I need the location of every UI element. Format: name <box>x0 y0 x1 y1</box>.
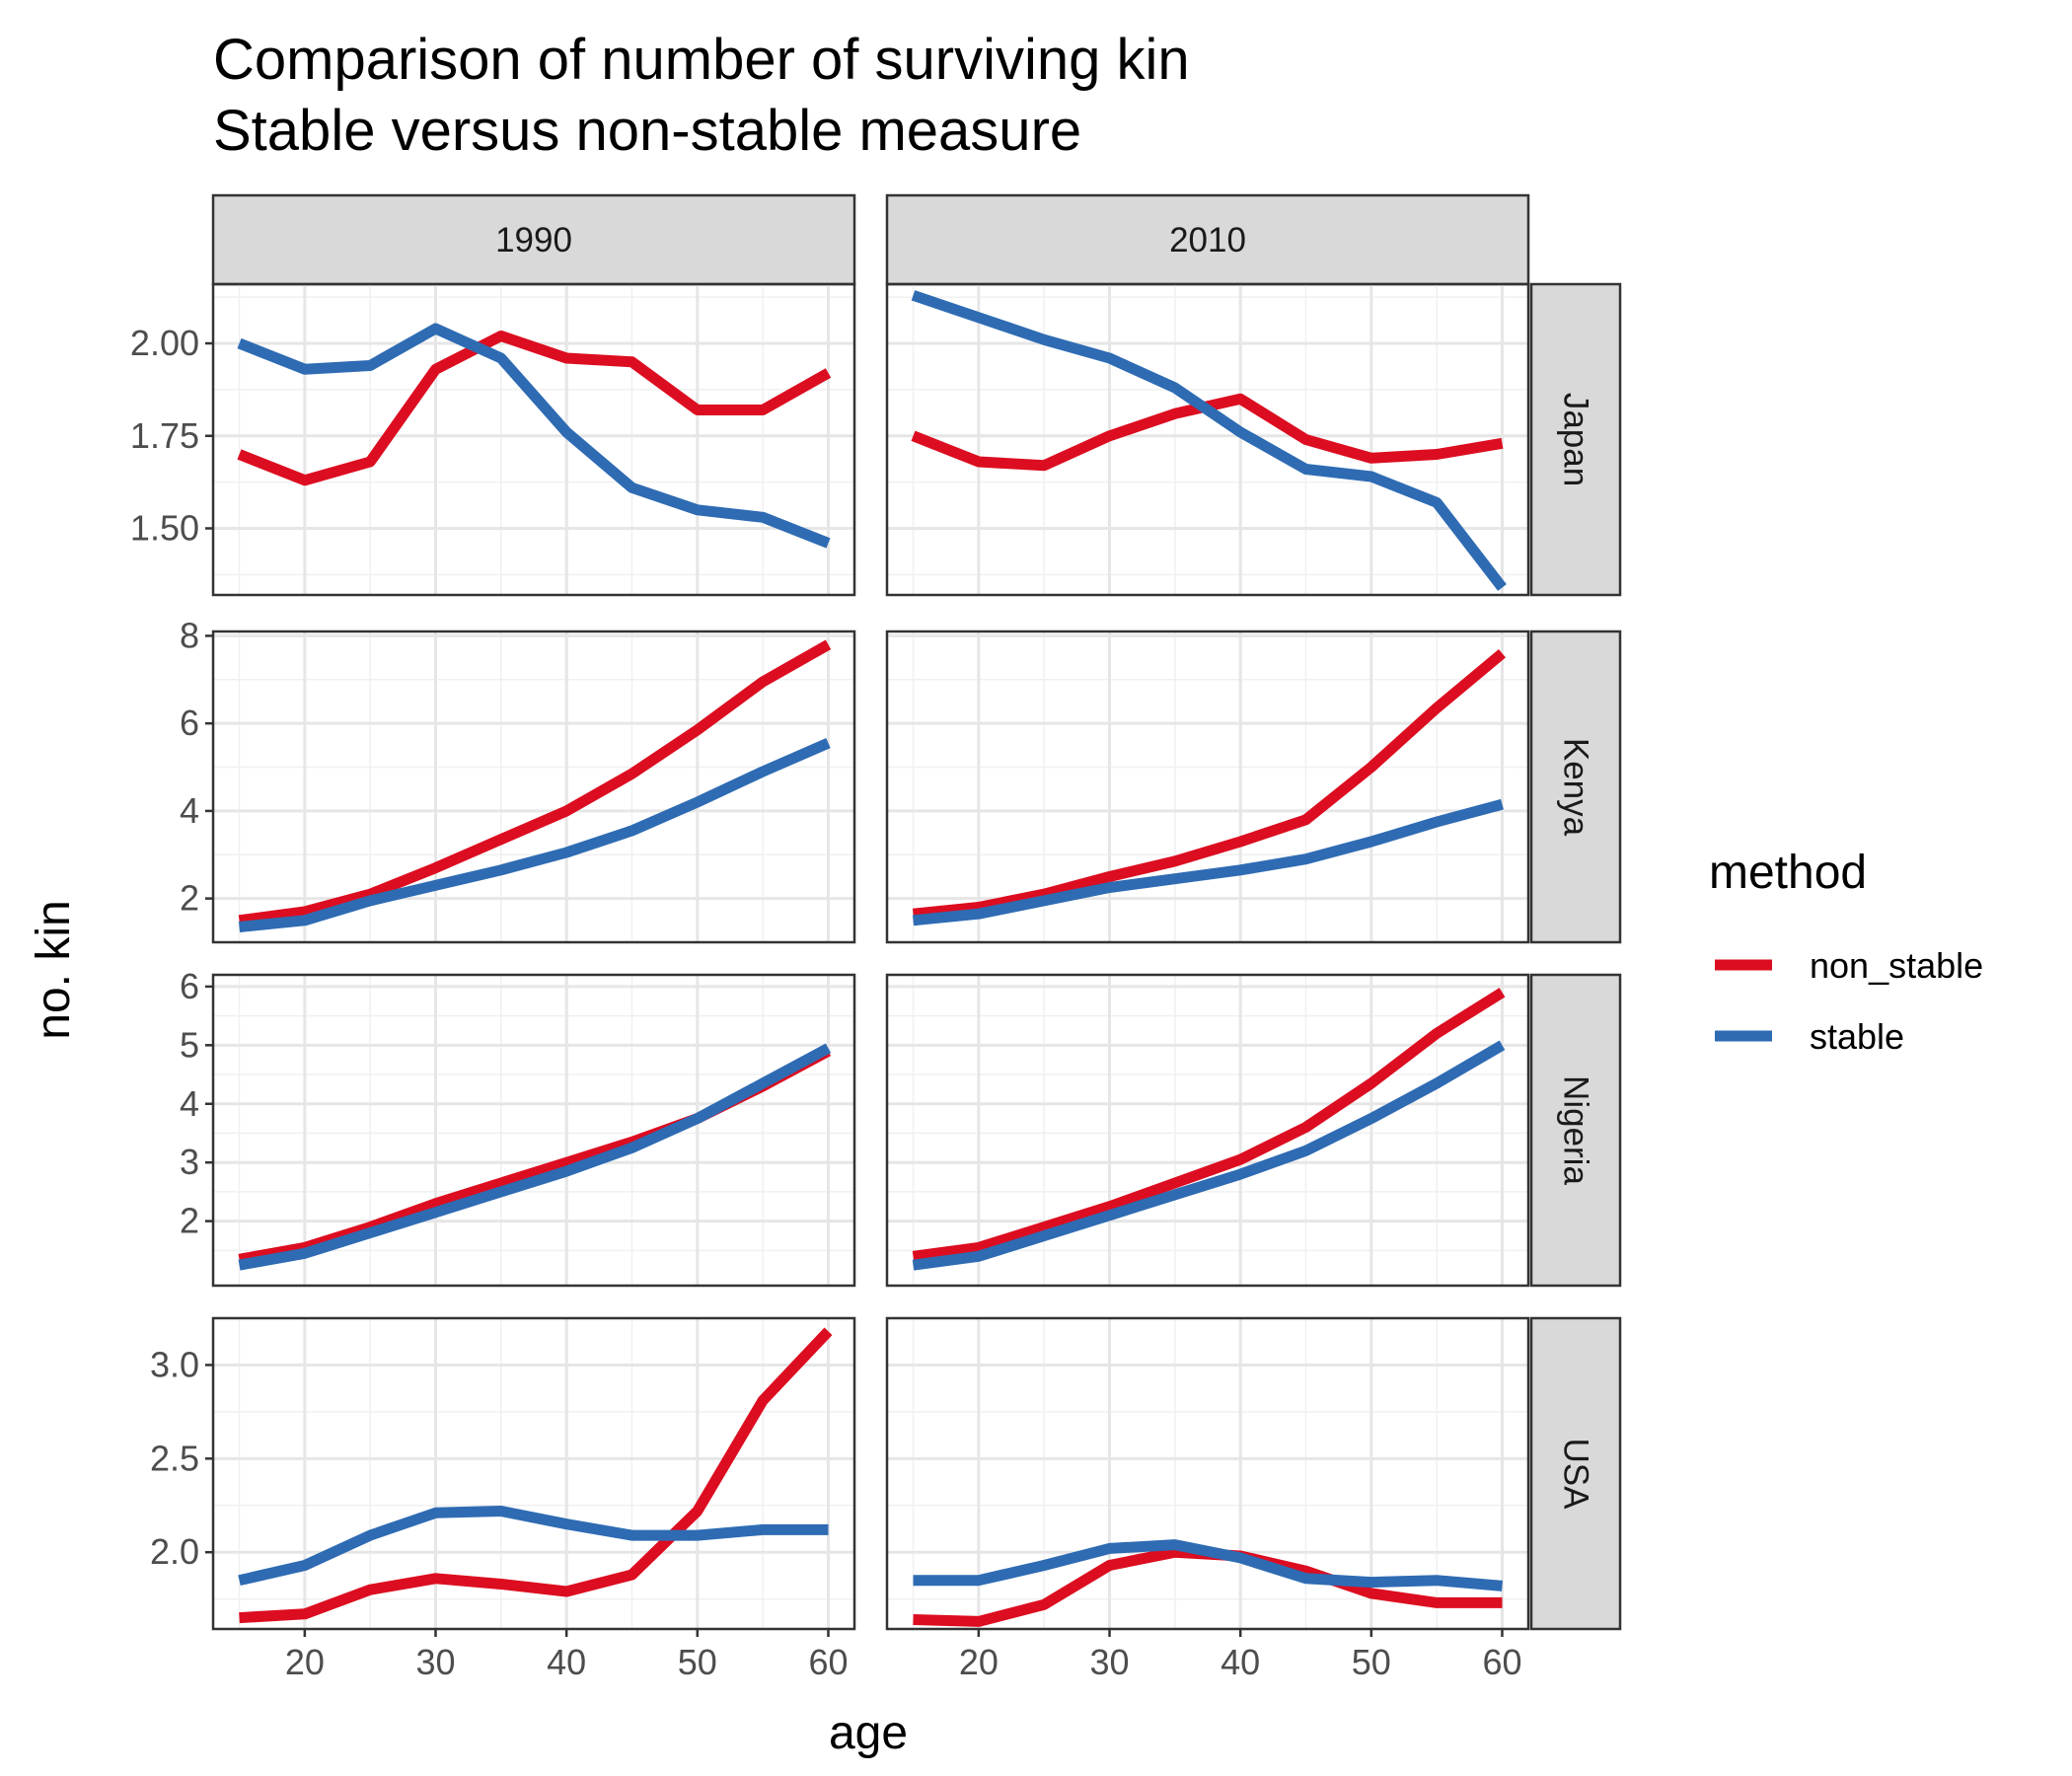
series-line-non-stable <box>239 1327 833 1624</box>
series-line-stable <box>237 323 831 549</box>
row-strip-usa <box>1529 1316 1622 1631</box>
y-tick-label: 5 <box>180 1024 199 1065</box>
row-strip-kenya <box>1529 629 1622 944</box>
row-strip-label: USA <box>1557 1439 1595 1511</box>
panel-border <box>885 282 1530 597</box>
series-line-stable <box>238 1043 832 1271</box>
y-tick-label: 4 <box>180 1083 199 1124</box>
y-tick-label: 6 <box>180 966 199 1006</box>
x-tick-label: 40 <box>1221 1642 1260 1682</box>
x-tick-label: 60 <box>808 1642 848 1682</box>
y-tick-label: 3.0 <box>150 1344 199 1384</box>
x-tick-label: 50 <box>678 1642 717 1682</box>
x-tick-label: 20 <box>959 1642 999 1682</box>
series-line-non-stable <box>912 988 1506 1262</box>
series-line-non-stable <box>238 639 832 926</box>
row-strip-label: Kenya <box>1557 738 1595 837</box>
series-line-non-stable <box>913 1546 1503 1627</box>
x-tick-label: 40 <box>547 1642 586 1682</box>
panel-nigeria-1990: 2 3 4 5 6 <box>180 966 856 1288</box>
panel-border <box>211 973 856 1288</box>
panel-kenya-1990: 2 4 6 8 <box>180 615 856 944</box>
facet-panels: 1990 2010 Japan Kenya Nigeria USA 1.50 1.75 2.00… <box>130 193 1622 1682</box>
x-tick-label: 20 <box>285 1642 325 1682</box>
series-line-stable <box>912 1040 1506 1271</box>
series-line-stable <box>912 798 1504 926</box>
panel-border <box>211 1316 856 1631</box>
column-strip-label: 1990 <box>495 221 572 259</box>
x-axis-title: age <box>829 1707 908 1759</box>
series-line-non-stable <box>912 648 1507 920</box>
panel-kenya-2010 <box>885 629 1530 944</box>
y-tick-label: 1.50 <box>130 508 199 549</box>
panel-border <box>211 629 856 944</box>
series-line-non-stable <box>237 331 832 486</box>
legend-title: method <box>1709 847 1867 899</box>
y-axis-title: no. kin <box>28 900 80 1039</box>
y-tick-label: 6 <box>180 703 199 743</box>
chart-title: Comparison of number of surviving kin <box>213 28 1190 92</box>
panel-border <box>885 1316 1530 1631</box>
row-strip-nigeria <box>1529 973 1622 1288</box>
y-tick-label: 2 <box>180 878 199 919</box>
series-line-non-stable <box>238 1046 832 1265</box>
y-tick-label: 2.00 <box>130 323 199 363</box>
series-line-stable <box>238 1506 829 1587</box>
panel-usa-1990: 2.0 2.5 3.0 20 30 40 50 60 <box>150 1316 856 1682</box>
y-tick-label: 4 <box>180 790 199 831</box>
x-tick-label: 60 <box>1482 1642 1521 1682</box>
legend: method non_stable stable <box>1709 847 1983 1057</box>
panel-usa-2010: 20 30 40 50 60 <box>885 1316 1530 1682</box>
x-tick-label: 50 <box>1352 1642 1391 1682</box>
chart-subtitle: Stable versus non-stable measure <box>213 99 1081 163</box>
panel-border <box>885 629 1530 944</box>
y-tick-label: 2.0 <box>150 1531 199 1572</box>
series-line-stable <box>238 738 831 932</box>
panel-japan-2010 <box>885 282 1530 597</box>
y-tick-label: 2 <box>180 1201 199 1241</box>
column-strip-label: 2010 <box>1169 221 1246 259</box>
legend-label-stable: stable <box>1810 1016 1904 1057</box>
column-strip-1990 <box>211 193 856 286</box>
y-tick-label: 3 <box>180 1142 199 1182</box>
x-tick-label: 30 <box>1089 1642 1129 1682</box>
series-line-stable <box>911 290 1507 591</box>
panel-border <box>885 973 1530 1288</box>
legend-label-non-stable: non_stable <box>1810 945 1983 986</box>
y-tick-label: 8 <box>180 615 199 655</box>
panel-nigeria-2010 <box>885 973 1530 1288</box>
y-tick-label: 2.5 <box>150 1438 199 1478</box>
row-strip-label: Nigeria <box>1557 1075 1595 1185</box>
row-strip-japan <box>1529 282 1622 597</box>
y-tick-label: 1.75 <box>130 415 199 456</box>
series-line-stable <box>913 1539 1503 1591</box>
x-tick-label: 30 <box>415 1642 455 1682</box>
panel-border <box>211 282 856 597</box>
row-strip-label: Japan <box>1557 393 1595 486</box>
column-strip-2010 <box>885 193 1530 286</box>
panel-japan-1990: 1.50 1.75 2.00 <box>130 282 856 597</box>
